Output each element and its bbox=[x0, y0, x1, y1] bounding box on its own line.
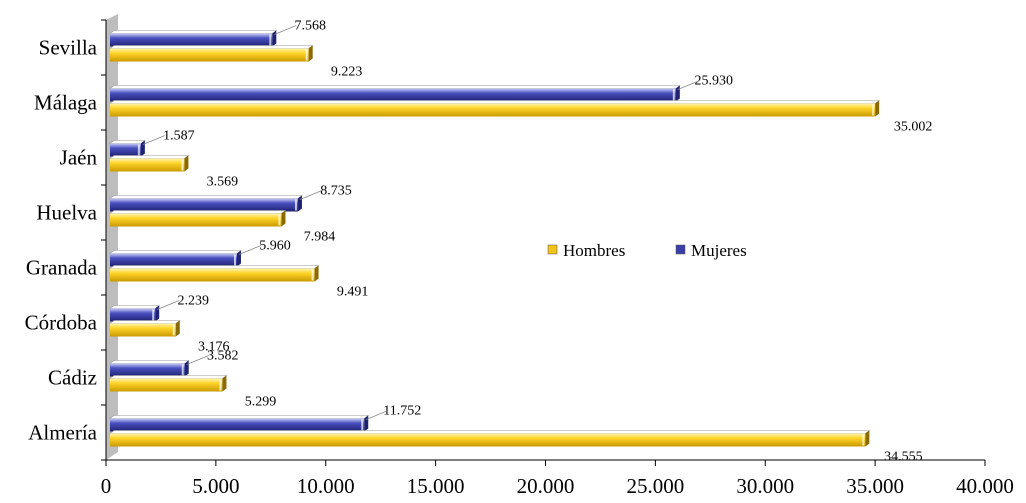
bar-mujeres bbox=[109, 250, 242, 267]
bar-hombres bbox=[109, 45, 314, 62]
axes bbox=[101, 19, 986, 466]
x-tick-label: 20.000 bbox=[517, 474, 575, 498]
bar-hombres bbox=[109, 155, 190, 172]
leader-line bbox=[677, 80, 700, 90]
x-tick-label: 5.000 bbox=[192, 474, 239, 498]
category-label: Almería bbox=[28, 421, 97, 445]
legend-swatch bbox=[675, 244, 686, 255]
data-label-mujeres: 3.582 bbox=[207, 349, 239, 364]
leader-line bbox=[186, 355, 209, 365]
data-label-hombres: 7.984 bbox=[304, 230, 336, 245]
x-tick-label: 0 bbox=[101, 474, 112, 498]
category-label: Granada bbox=[26, 256, 98, 280]
x-tick-label: 40.000 bbox=[956, 474, 1014, 498]
bar-mujeres bbox=[109, 195, 303, 212]
bar-mujeres bbox=[109, 30, 278, 47]
bar-mujeres bbox=[109, 305, 161, 322]
data-label-mujeres: 11.752 bbox=[383, 404, 421, 419]
data-label-mujeres: 7.568 bbox=[295, 19, 327, 34]
category-label: Córdoba bbox=[25, 311, 98, 335]
leader-line bbox=[299, 190, 323, 200]
data-label-hombres: 5.299 bbox=[245, 395, 277, 410]
data-label-hombres: 3.569 bbox=[207, 175, 239, 190]
x-tick-label: 25.000 bbox=[627, 474, 685, 498]
category-labels: Almería Cádiz Córdoba Granada Huelva Jaén Mála… bbox=[25, 36, 98, 445]
data-label-mujeres: 2.239 bbox=[177, 294, 209, 309]
data-label-mujeres: 8.735 bbox=[320, 184, 352, 199]
legend: Hombres Mujeres bbox=[547, 241, 747, 260]
bar-hombres bbox=[109, 210, 287, 227]
x-tick-label: 30.000 bbox=[736, 474, 794, 498]
leader-line bbox=[366, 410, 389, 420]
category-label: Cádiz bbox=[48, 366, 97, 390]
category-label: Huelva bbox=[36, 201, 97, 225]
category-label: Jaén bbox=[60, 146, 98, 170]
category-label: Sevilla bbox=[39, 36, 98, 60]
data-label-mujeres: 25.930 bbox=[695, 74, 734, 89]
leader-line bbox=[142, 135, 166, 145]
axis-wall bbox=[106, 14, 118, 460]
leader-line bbox=[274, 25, 297, 35]
data-label-mujeres: 5.960 bbox=[259, 239, 291, 254]
category-label: Málaga bbox=[34, 91, 98, 115]
bar-hombres bbox=[109, 430, 871, 447]
legend-label: Mujeres bbox=[691, 241, 747, 260]
bar-hombres bbox=[109, 265, 320, 282]
data-labels: 11.752 34.555 3.582 5.299 2.239 3.176 5.960 9.4… bbox=[142, 19, 933, 465]
data-label-hombres: 3.176 bbox=[198, 340, 230, 355]
axis-side-wall bbox=[106, 14, 118, 460]
leader-line bbox=[238, 245, 262, 255]
bar-hombres bbox=[109, 100, 881, 117]
legend-swatch bbox=[547, 244, 558, 255]
data-label-hombres: 34.555 bbox=[884, 450, 923, 465]
bar-mujeres bbox=[109, 140, 146, 157]
tick-labels: 0 5.000 10.000 15.000 20.000 25.000 30.000 35.0… bbox=[101, 474, 1014, 498]
bar-hombres bbox=[109, 320, 181, 337]
bar-mujeres bbox=[109, 415, 370, 432]
bar-mujeres bbox=[109, 85, 681, 102]
data-label-hombres: 35.002 bbox=[894, 120, 933, 135]
data-label-mujeres: 1.587 bbox=[163, 129, 195, 144]
bar-mujeres bbox=[109, 360, 190, 377]
data-label-hombres: 9.223 bbox=[331, 65, 363, 80]
leader-line bbox=[157, 300, 180, 310]
x-tick-label: 35.000 bbox=[846, 474, 904, 498]
legend-label: Hombres bbox=[563, 241, 625, 260]
bar-hombres bbox=[109, 375, 228, 392]
x-tick-label: 10.000 bbox=[297, 474, 355, 498]
bars bbox=[109, 30, 881, 447]
data-label-hombres: 9.491 bbox=[337, 285, 369, 300]
x-tick-label: 15.000 bbox=[407, 474, 465, 498]
